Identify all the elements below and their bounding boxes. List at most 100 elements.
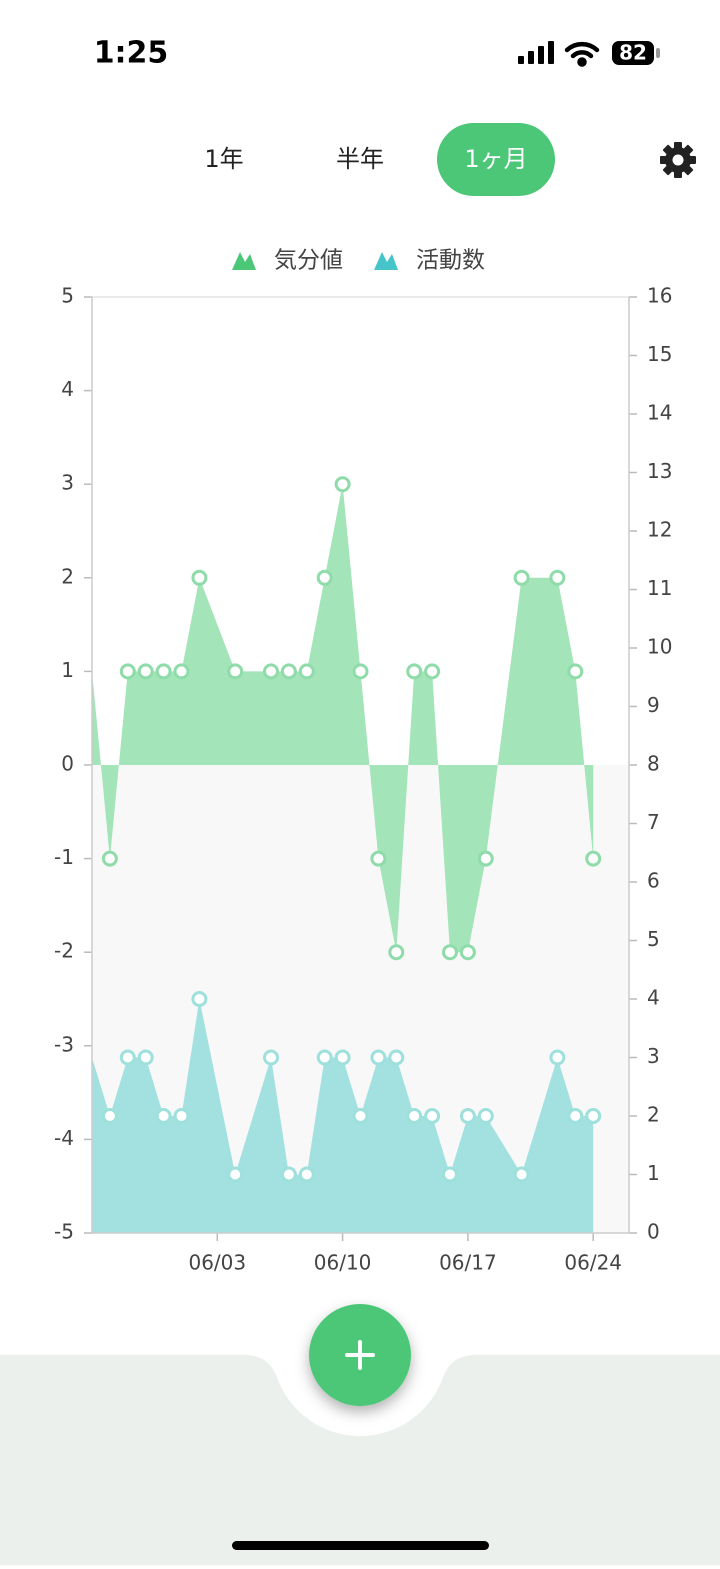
y-tick-label: 4	[61, 377, 74, 401]
data-point	[549, 1049, 566, 1066]
data-point	[388, 1049, 405, 1066]
tab-active-bg	[437, 123, 555, 196]
data-point	[137, 663, 154, 680]
data-point	[424, 663, 441, 680]
data-point	[298, 1166, 315, 1183]
legend-label: 活動数	[416, 248, 485, 274]
battery-icon	[612, 41, 654, 65]
y2-tick-label: 3	[647, 1044, 660, 1068]
data-point	[173, 1108, 190, 1124]
data-point	[173, 663, 190, 680]
data-point	[370, 1049, 387, 1066]
y-tick-label: 1	[61, 658, 74, 682]
data-point	[316, 1049, 333, 1066]
legend-icon	[232, 252, 256, 270]
y-tick-label: 5	[61, 284, 74, 308]
data-point	[155, 1108, 172, 1124]
x-tick-label: 06/17	[439, 1251, 497, 1275]
data-point	[155, 663, 172, 680]
x-tick-label: 06/03	[188, 1251, 246, 1275]
y2-tick-label: 10	[647, 635, 672, 659]
data-point	[424, 1108, 441, 1124]
y2-tick-label: 14	[647, 401, 672, 425]
legend-label: 気分値	[274, 248, 343, 274]
data-point	[585, 1108, 602, 1124]
tab[interactable]: 1ヶ月	[464, 145, 527, 173]
y2-tick-label: 1	[647, 1161, 660, 1185]
data-point	[567, 1108, 584, 1124]
data-point	[334, 476, 351, 493]
data-point	[280, 1166, 297, 1183]
data-point	[119, 663, 136, 680]
add-icon	[345, 1340, 375, 1370]
data-point	[137, 1049, 154, 1066]
y2-tick-label: 4	[647, 986, 660, 1010]
data-point	[316, 569, 333, 586]
x-tick-label: 06/10	[314, 1251, 372, 1275]
data-point	[459, 944, 476, 961]
data-point	[280, 663, 297, 680]
series-area	[92, 484, 594, 953]
y2-tick-label: 2	[647, 1103, 660, 1127]
y-tick-label: 3	[61, 471, 74, 495]
data-point	[298, 663, 315, 680]
data-point	[388, 944, 405, 961]
data-point	[477, 850, 494, 867]
data-point	[459, 1108, 476, 1124]
data-point	[263, 1049, 279, 1066]
data-point	[101, 850, 118, 867]
data-point	[513, 569, 530, 586]
x-tick-label: 06/24	[564, 1251, 622, 1275]
data-point	[370, 850, 387, 867]
data-point	[352, 1108, 369, 1124]
data-point	[442, 944, 458, 961]
legend-icon	[374, 252, 398, 270]
y-tick-label: 0	[61, 752, 74, 776]
settings-icon[interactable]	[660, 142, 696, 178]
y-tick-label: -5	[54, 1220, 74, 1244]
data-point	[406, 663, 423, 680]
data-point	[477, 1108, 494, 1124]
y2-tick-label: 12	[647, 518, 672, 542]
home-indicator	[232, 1541, 489, 1550]
y2-tick-label: 6	[647, 869, 660, 893]
battery-level: 82	[619, 41, 647, 65]
data-point	[227, 663, 244, 680]
y2-tick-label: 9	[647, 693, 660, 717]
y2-tick-label: 16	[647, 284, 672, 308]
y2-tick-label: 0	[647, 1220, 660, 1244]
bottom-bar	[0, 1355, 720, 1565]
data-point	[334, 1049, 351, 1066]
y-tick-label: 2	[61, 564, 74, 588]
data-point	[263, 663, 279, 680]
data-point	[119, 1049, 136, 1066]
data-point	[352, 663, 369, 680]
y2-tick-label: 7	[647, 810, 660, 834]
y2-tick-label: 11	[647, 576, 672, 600]
data-point	[513, 1166, 530, 1183]
tab[interactable]: 半年	[336, 145, 384, 173]
status-time: 1:25	[94, 36, 169, 71]
wifi-icon	[564, 41, 600, 67]
data-point	[227, 1166, 244, 1183]
data-point	[406, 1108, 423, 1124]
y-tick-label: -3	[54, 1032, 74, 1056]
y2-tick-label: 8	[647, 752, 660, 776]
data-point	[191, 991, 208, 1007]
data-point	[191, 569, 208, 586]
data-point	[442, 1166, 458, 1183]
tab[interactable]: 1年	[204, 145, 243, 173]
y-tick-label: -1	[54, 845, 74, 869]
y-tick-label: -4	[54, 1126, 74, 1150]
data-point	[101, 1108, 118, 1124]
data-point	[549, 569, 566, 586]
data-point	[585, 850, 602, 867]
y-tick-label: -2	[54, 939, 74, 963]
y2-tick-label: 5	[647, 927, 660, 951]
y2-tick-label: 13	[647, 459, 672, 483]
signal-icon	[518, 41, 554, 64]
battery-tip	[656, 48, 660, 58]
y2-tick-label: 15	[647, 342, 672, 366]
